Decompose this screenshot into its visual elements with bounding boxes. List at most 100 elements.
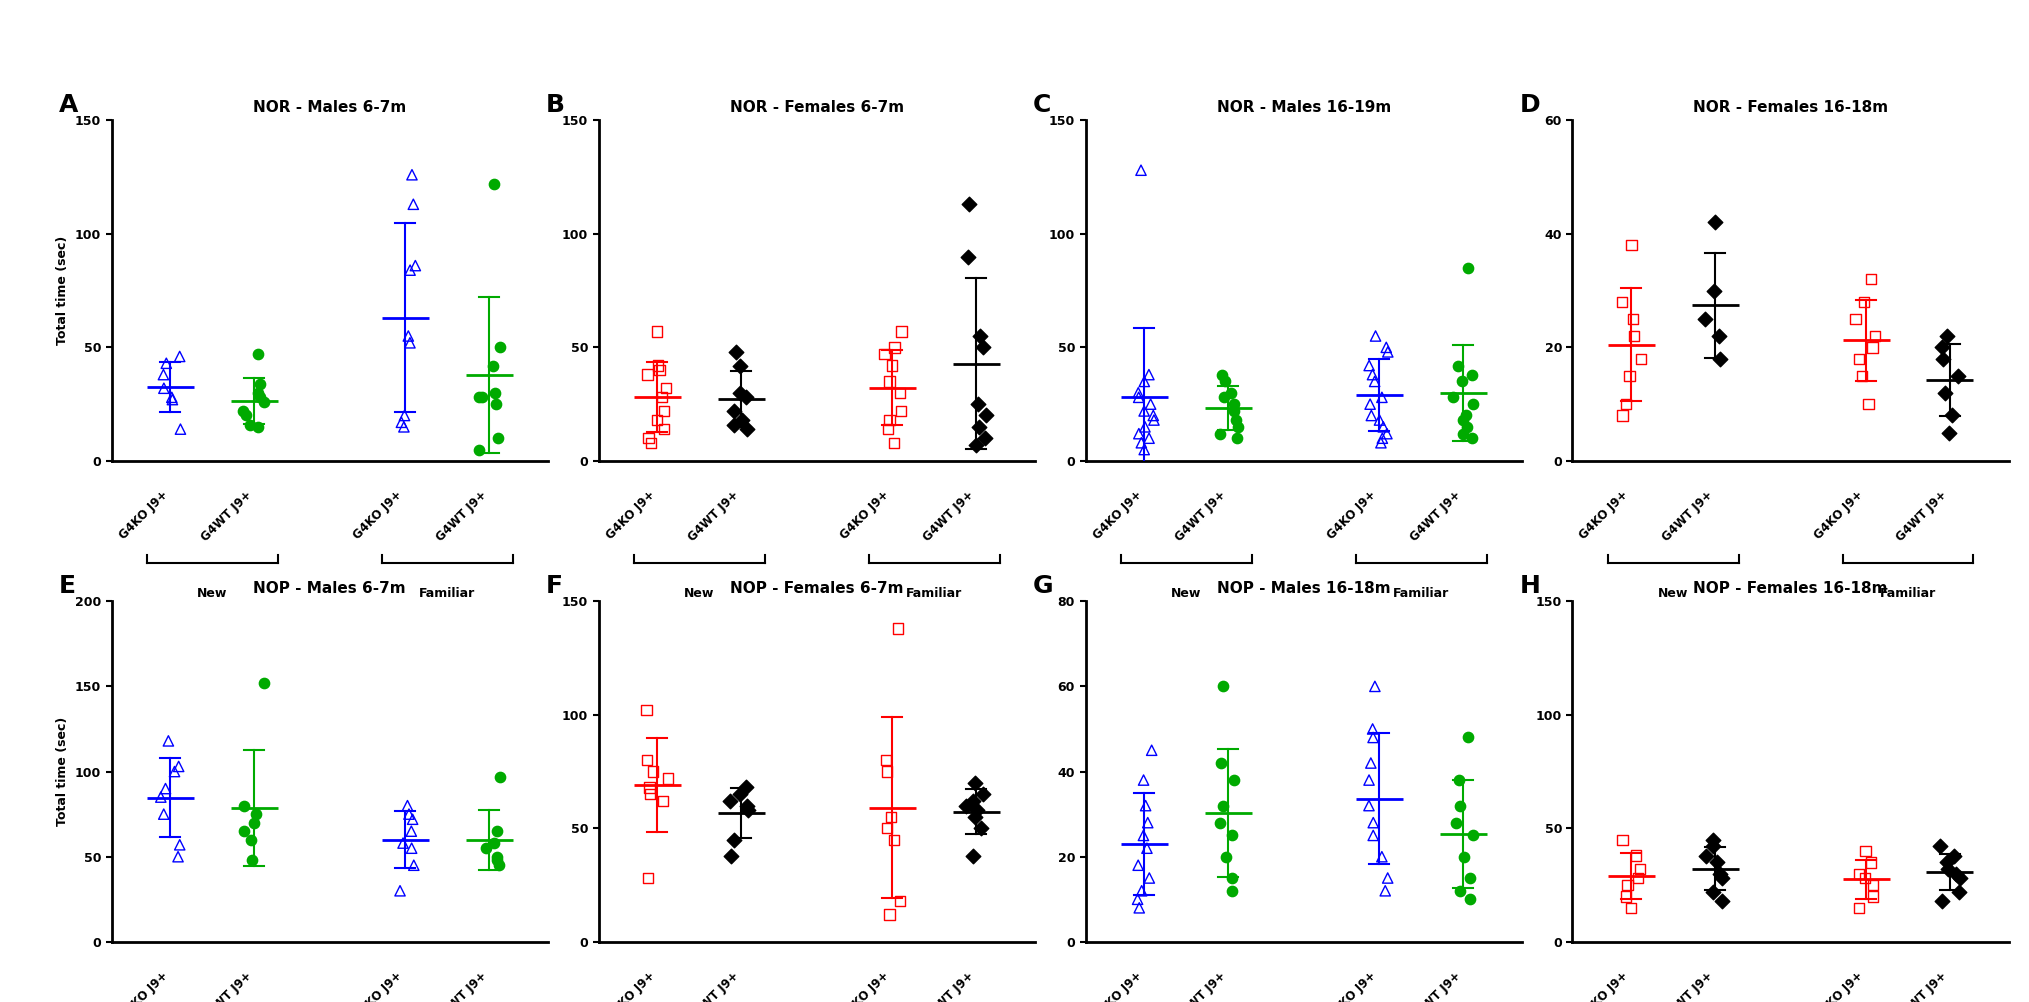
Text: G4KO J9+: G4KO J9+ <box>838 969 893 1002</box>
Point <box>724 385 757 401</box>
Point <box>383 883 416 899</box>
Point <box>730 390 763 406</box>
Point <box>1357 815 1390 831</box>
Point <box>1128 772 1161 788</box>
Point <box>1848 294 1881 310</box>
Point <box>1617 328 1650 344</box>
Point <box>631 367 663 383</box>
Point <box>148 367 181 383</box>
Point <box>1219 412 1252 428</box>
Text: G4WT J9+: G4WT J9+ <box>199 969 254 1002</box>
Point <box>968 430 1000 446</box>
Text: G4KO J9+: G4KO J9+ <box>1325 488 1380 542</box>
Text: G4WT J9+: G4WT J9+ <box>686 969 741 1002</box>
Point <box>1366 430 1398 446</box>
Point <box>1353 358 1386 374</box>
Point <box>1353 772 1386 788</box>
Point <box>164 837 197 853</box>
Point <box>1126 883 1159 899</box>
Point <box>483 340 515 356</box>
Point <box>396 824 428 840</box>
Point <box>144 790 177 806</box>
Point <box>958 775 990 791</box>
Point <box>235 832 268 848</box>
Point <box>958 793 990 809</box>
Point <box>1357 828 1390 844</box>
Point <box>243 390 276 406</box>
Point <box>1359 374 1392 390</box>
Point <box>647 421 680 437</box>
Point <box>396 166 428 182</box>
Point <box>241 346 274 362</box>
Point <box>1848 871 1881 887</box>
Text: Familiar: Familiar <box>1881 587 1936 600</box>
Point <box>1372 426 1404 442</box>
Point <box>1437 390 1469 406</box>
Point <box>877 435 909 451</box>
Text: G4WT J9+: G4WT J9+ <box>434 969 489 1002</box>
Text: G4KO J9+: G4KO J9+ <box>838 488 893 542</box>
Point <box>633 780 666 796</box>
Point <box>156 390 189 406</box>
Point <box>1607 408 1639 424</box>
Point <box>394 335 426 351</box>
Point <box>1605 294 1637 310</box>
Title: NOR - Males 6-7m: NOR - Males 6-7m <box>254 100 406 115</box>
Text: G4KO J9+: G4KO J9+ <box>1090 488 1144 542</box>
Point <box>156 392 189 408</box>
Point <box>1611 877 1643 893</box>
Point <box>392 328 424 344</box>
Point <box>1940 866 1972 882</box>
Title: NOR - Females 16-18m: NOR - Females 16-18m <box>1692 100 1889 115</box>
Text: G4WT J9+: G4WT J9+ <box>1895 969 1950 1002</box>
Point <box>162 759 195 775</box>
Point <box>1122 858 1155 874</box>
Point <box>1457 430 1489 446</box>
Text: G4WT J9+: G4WT J9+ <box>1408 488 1463 544</box>
Point <box>463 390 495 406</box>
Text: C: C <box>1033 93 1051 117</box>
Point <box>874 809 907 825</box>
Text: G4KO J9+: G4KO J9+ <box>1325 969 1380 1002</box>
Point <box>1132 815 1165 831</box>
Point <box>394 806 426 822</box>
Point <box>396 812 428 828</box>
Point <box>649 380 682 396</box>
Point <box>1928 351 1960 367</box>
Point <box>164 349 197 365</box>
Point <box>651 771 684 787</box>
Point <box>1700 855 1733 871</box>
Point <box>1615 900 1648 916</box>
Point <box>1842 351 1875 367</box>
Point <box>641 358 674 374</box>
Text: G4KO J9+: G4KO J9+ <box>1577 969 1631 1002</box>
Point <box>1366 390 1398 406</box>
Point <box>1445 374 1477 390</box>
Point <box>1209 374 1242 390</box>
Point <box>1370 340 1402 356</box>
Point <box>239 806 272 822</box>
Point <box>1355 367 1388 383</box>
Title: NOR - Males 16-19m: NOR - Males 16-19m <box>1217 100 1390 115</box>
Text: G4KO J9+: G4KO J9+ <box>116 969 170 1002</box>
Text: G4WT J9+: G4WT J9+ <box>686 488 741 544</box>
Point <box>872 907 905 923</box>
Point <box>1128 419 1161 435</box>
Point <box>730 421 763 437</box>
Text: G4KO J9+: G4KO J9+ <box>1812 969 1867 1002</box>
Point <box>1619 848 1652 864</box>
Point <box>148 380 181 396</box>
Point <box>1447 412 1479 428</box>
Point <box>1124 162 1157 178</box>
Point <box>400 258 432 274</box>
Point <box>1132 870 1165 886</box>
Point <box>1203 815 1236 831</box>
Point <box>1445 798 1477 814</box>
Point <box>877 358 909 374</box>
Point <box>248 394 280 410</box>
Point <box>962 803 994 819</box>
Point <box>1698 214 1731 230</box>
Point <box>1698 283 1731 299</box>
Text: G4WT J9+: G4WT J9+ <box>1895 488 1950 544</box>
Text: E: E <box>59 574 77 598</box>
